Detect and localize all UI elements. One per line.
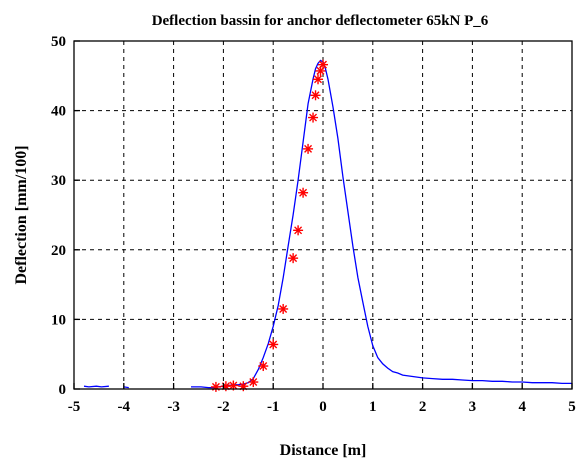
- x-tick-label: 5: [568, 399, 576, 415]
- y-tick-labels: 0 10 20 30 40 50: [51, 34, 66, 398]
- y-tick-label: 10: [51, 312, 66, 328]
- data-point-marker: [228, 380, 239, 391]
- x-tick-label: 2: [419, 399, 427, 415]
- chart-title: Deflection bassin for anchor deflectomet…: [152, 13, 489, 29]
- data-point-marker: [318, 59, 328, 70]
- plot-frame: [73, 40, 573, 390]
- x-tick-label: 4: [518, 399, 526, 415]
- data-point-marker: [238, 381, 249, 392]
- data-point-marker: [258, 361, 269, 372]
- x-tick-label: -5: [68, 399, 81, 415]
- data-point-marker: [248, 377, 259, 388]
- y-axis-label: Deflection [mm/100]: [13, 145, 30, 284]
- axis-ticks: [73, 40, 573, 390]
- data-point-marker: [308, 112, 319, 123]
- data-point-marker: [310, 90, 321, 101]
- data-point-marker: [210, 381, 221, 392]
- data-point-marker: [278, 303, 289, 314]
- x-axis-label: Distance [m]: [280, 442, 367, 459]
- marker-layer: [210, 59, 328, 392]
- x-tick-label: 3: [469, 399, 477, 415]
- y-tick-label: 0: [59, 382, 67, 398]
- data-point-marker: [268, 339, 279, 350]
- y-tick-label: 30: [51, 173, 66, 189]
- deflection-line: [123, 386, 129, 389]
- grid-lines: [74, 41, 572, 389]
- data-point-marker: [313, 74, 324, 85]
- plot-line-layer: [83, 59, 572, 389]
- x-tick-label: -2: [217, 399, 230, 415]
- y-tick-label: 20: [51, 243, 66, 259]
- y-tick-label: 40: [51, 104, 66, 120]
- deflection-line: [83, 385, 109, 388]
- data-point-marker: [293, 225, 304, 236]
- data-point-marker: [298, 187, 309, 198]
- x-tick-label: 1: [369, 399, 377, 415]
- data-point-marker: [288, 253, 299, 264]
- x-tick-label: -1: [267, 399, 280, 415]
- deflection-line: [191, 59, 572, 389]
- x-tick-label: 0: [319, 399, 327, 415]
- y-tick-label: 50: [51, 34, 66, 50]
- data-point-marker: [303, 143, 314, 154]
- x-tick-label: -3: [167, 399, 180, 415]
- x-tick-label: -4: [118, 399, 131, 415]
- x-tick-labels: -5 -4 -3 -2 -1 0 1 2 3 4 5: [68, 399, 576, 415]
